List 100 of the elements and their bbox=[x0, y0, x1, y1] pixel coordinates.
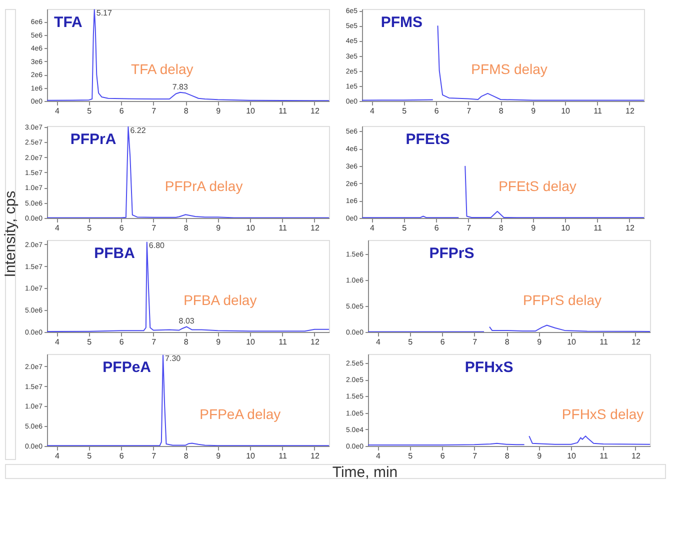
x-tick-label: 11 bbox=[278, 338, 288, 346]
x-tick-label: 6 bbox=[119, 452, 124, 460]
x-tick-label: 7 bbox=[152, 106, 157, 116]
line-series bbox=[47, 354, 329, 446]
annotation: 8.03 bbox=[178, 316, 195, 326]
annotation: TFA delay bbox=[131, 61, 194, 78]
x-tick-label: 8 bbox=[184, 224, 189, 232]
x-tick-label: 12 bbox=[632, 338, 641, 346]
x-tick-label: 7 bbox=[152, 224, 157, 232]
x-tick-label: 8 bbox=[504, 338, 510, 346]
x-tick-label: 5 bbox=[87, 106, 92, 116]
annotation: 5.17 bbox=[96, 8, 112, 18]
x-tick-label: 12 bbox=[626, 224, 635, 232]
x-tick-label: 4 bbox=[54, 106, 60, 116]
x-tick-label: 5 bbox=[408, 452, 414, 460]
x-tick-label: 12 bbox=[632, 452, 641, 460]
x-tick-label: 4 bbox=[370, 106, 375, 116]
x-tick-label: 10 bbox=[561, 106, 571, 116]
x-tick-label: 12 bbox=[310, 106, 320, 116]
x-tick-label: 9 bbox=[537, 452, 542, 460]
x-tick-label: 11 bbox=[594, 224, 602, 232]
x-tick-label: 4 bbox=[376, 452, 381, 460]
x-tick-label: 6 bbox=[434, 224, 440, 232]
x-tick-label: 11 bbox=[278, 224, 288, 232]
chart-title: PFMS bbox=[380, 14, 423, 31]
x-tick-label: 4 bbox=[54, 452, 60, 460]
x-tick-label: 6 bbox=[119, 106, 124, 116]
annotation: PFMS delay bbox=[471, 61, 548, 78]
x-tick-label: 8 bbox=[498, 106, 504, 116]
x-tick-label: 4 bbox=[54, 338, 60, 346]
x-tick-label: 12 bbox=[310, 224, 320, 232]
x-tick-label: 9 bbox=[216, 452, 222, 460]
annotation: 6.80 bbox=[148, 241, 166, 250]
x-tick-label: 11 bbox=[278, 106, 288, 116]
x-tick-label: 7 bbox=[152, 452, 157, 460]
x-tick-label: 6 bbox=[119, 224, 124, 232]
annotation: PFPrS delay bbox=[522, 292, 602, 308]
x-tick-label: 7 bbox=[472, 452, 478, 460]
x-tick-label: 9 bbox=[531, 224, 536, 232]
x-tick-label: 10 bbox=[246, 224, 256, 232]
x-tick-label: 8 bbox=[184, 452, 189, 460]
x-tick-label: 12 bbox=[310, 452, 320, 460]
x-tick-label: 11 bbox=[600, 338, 608, 346]
annotation: PFHxS delay bbox=[562, 406, 644, 422]
x-tick-label: 7 bbox=[472, 338, 478, 346]
x-tick-label: 8 bbox=[184, 106, 189, 116]
annotation: PFPeA delay bbox=[200, 406, 281, 422]
x-tick-label: 9 bbox=[216, 106, 222, 116]
x-tick-label: 12 bbox=[310, 338, 320, 346]
x-tick-label: 9 bbox=[216, 224, 222, 232]
x-tick-label: 5 bbox=[87, 338, 92, 346]
line-series bbox=[47, 242, 329, 332]
x-tick-label: 5 bbox=[402, 106, 408, 116]
x-tick-label: 5 bbox=[87, 452, 92, 460]
x-tick-label: 4 bbox=[376, 338, 381, 346]
x-tick-label: 7 bbox=[466, 106, 472, 116]
x-tick-label: 10 bbox=[567, 338, 577, 346]
x-tick-label: 12 bbox=[626, 106, 635, 116]
chart-title: PFEtS bbox=[406, 131, 450, 148]
chart-title: PFPrA bbox=[70, 131, 116, 148]
chart-title: PFPeA bbox=[102, 359, 152, 376]
annotation: 7.83 bbox=[172, 82, 188, 92]
line-series bbox=[47, 9, 329, 101]
x-tick-label: 4 bbox=[370, 224, 375, 232]
x-tick-label: 10 bbox=[246, 452, 256, 460]
annotation: 6.22 bbox=[130, 126, 146, 135]
chart-title: PFHxS bbox=[464, 359, 514, 376]
x-tick-label: 11 bbox=[594, 106, 602, 116]
x-tick-label: 6 bbox=[440, 338, 446, 346]
y-axis-title: Intensity, cps bbox=[2, 190, 19, 278]
x-axis-title: Time, min bbox=[332, 464, 398, 481]
x-tick-label: 11 bbox=[600, 452, 608, 460]
x-tick-label: 5 bbox=[87, 224, 92, 232]
x-tick-label: 5 bbox=[402, 224, 408, 232]
x-tick-label: 9 bbox=[531, 106, 536, 116]
x-tick-label: 6 bbox=[434, 106, 440, 116]
chart-title: PFBA bbox=[94, 245, 136, 262]
chart-title: PFPrS bbox=[429, 245, 474, 262]
x-tick-label: 10 bbox=[246, 106, 256, 116]
x-tick-label: 9 bbox=[216, 338, 222, 346]
x-tick-label: 8 bbox=[504, 452, 510, 460]
annotation: PFEtS delay bbox=[498, 178, 576, 194]
x-tick-label: 7 bbox=[152, 338, 157, 346]
x-tick-label: 8 bbox=[498, 224, 504, 232]
x-tick-label: 10 bbox=[246, 338, 256, 346]
x-tick-label: 9 bbox=[537, 338, 542, 346]
x-tick-label: 11 bbox=[278, 452, 288, 460]
x-tick-label: 10 bbox=[561, 224, 571, 232]
x-tick-label: 7 bbox=[466, 224, 472, 232]
x-tick-label: 6 bbox=[119, 338, 124, 346]
x-tick-label: 10 bbox=[567, 452, 577, 460]
chart-title: TFA bbox=[54, 14, 83, 31]
line-series bbox=[47, 126, 329, 218]
x-tick-label: 5 bbox=[408, 338, 414, 346]
annotation: PFPrA delay bbox=[164, 178, 243, 194]
x-tick-label: 6 bbox=[440, 452, 446, 460]
annotation: PFBA delay bbox=[184, 292, 257, 308]
x-tick-label: 8 bbox=[184, 338, 189, 346]
x-tick-label: 4 bbox=[54, 224, 60, 232]
annotation: 7.30 bbox=[165, 354, 182, 364]
